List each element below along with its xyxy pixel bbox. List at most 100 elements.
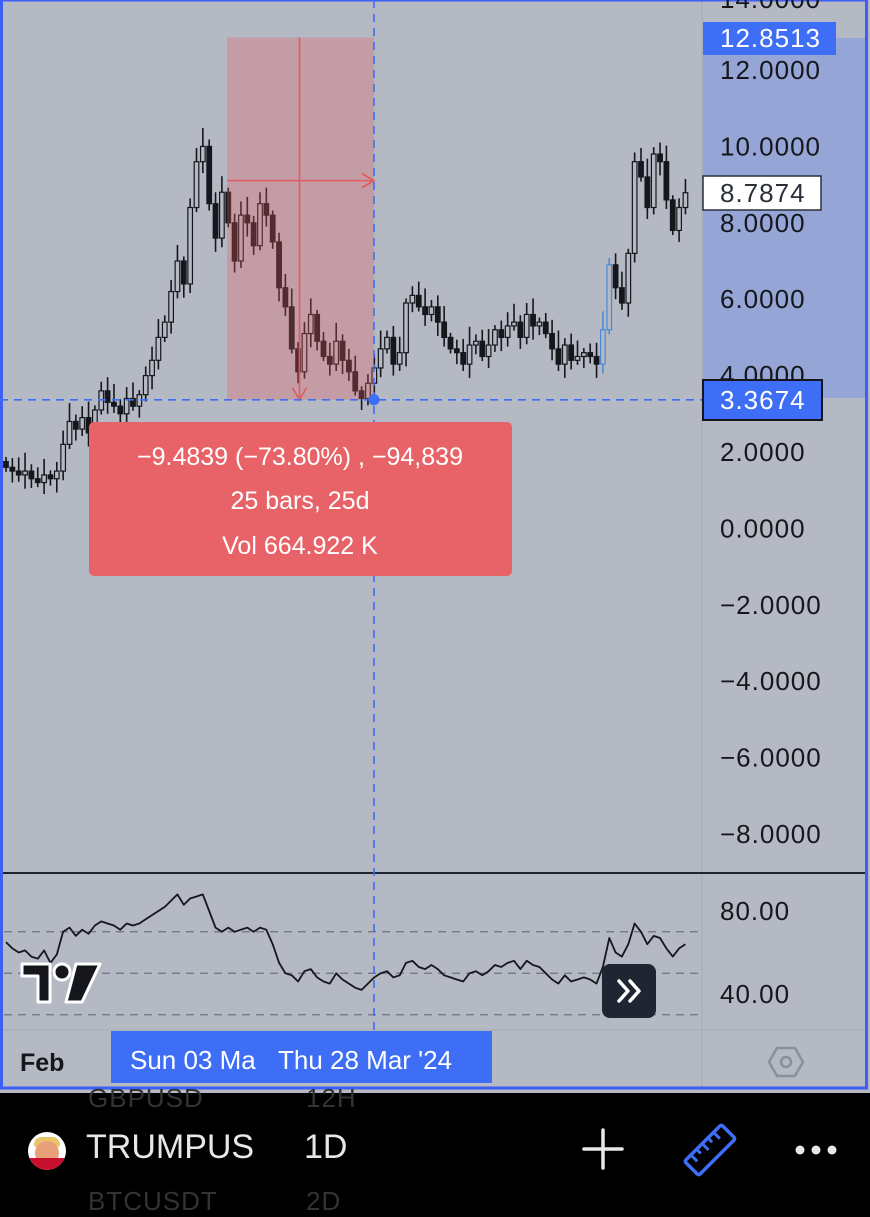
candle-body [638,161,644,178]
candle-body [22,470,28,476]
price-tick-label: −2.0000 [720,590,822,620]
candle-body [574,355,581,361]
time-range-start-label: Sun 03 Ma [130,1045,256,1075]
candle-body [320,340,327,358]
candle-body [485,344,492,358]
measure-change-text: −9.4839 (−73.80%) , −94,839 [137,443,463,471]
candle-body [377,348,384,369]
candle-body [149,359,155,377]
top-price-label: 12.8513 [720,23,821,53]
current-price-label: 8.7874 [720,178,806,208]
price-tick-label: 8.0000 [720,208,806,238]
candle-body [441,321,448,338]
hexagon-settings-icon[interactable] [768,1046,804,1078]
candle-body [231,222,238,262]
candle-body [263,203,270,216]
candle-body [530,313,536,327]
candle-body [606,264,613,331]
candle-body [288,306,295,350]
candle-body [276,241,282,289]
rsi-pane [5,893,686,991]
candle-body [168,290,175,323]
candle-body [326,355,333,365]
candle-body [219,191,225,239]
candle-body [53,470,60,480]
bottom-toolbar [0,1093,870,1200]
price-range-measure[interactable] [227,37,376,402]
candle-body [212,203,219,239]
measure-info-box [89,422,512,576]
candle-body [60,443,67,472]
selection-frame [0,0,868,1090]
candle-body [580,352,587,358]
cursor-price-label: 3.3674 [720,385,806,415]
candle-body [549,332,555,350]
candle-body [428,306,435,316]
candle-body [460,352,467,365]
plus-icon[interactable] [580,1126,626,1172]
candle-body [238,214,244,262]
candle-body [333,340,340,365]
candle-body [644,176,651,209]
candle-body [155,336,162,361]
candle-body [619,287,625,304]
candle-body [657,153,663,163]
candle-body [466,344,473,365]
ruler-icon[interactable] [682,1122,738,1178]
candle-body [79,417,86,430]
candle-body [72,420,79,430]
scroll-to-realtime-button[interactable] [602,964,656,1018]
interval-selector[interactable]: 1D [304,1128,348,1166]
candle-body [542,321,549,335]
price-axis-ticks: 12.0000 10.0000 8.0000 6.0000 2.0000 0.0000 −2… [720,55,822,849]
price-tick-label: −8.0000 [720,819,822,849]
crosshair [0,0,702,1030]
candle-body [682,192,689,209]
candle-body [479,340,486,358]
candle-body [257,203,263,247]
candle-body [593,355,600,365]
crosshair-point [368,394,380,406]
candle-body [365,382,371,400]
rsi-guides [4,931,700,1016]
candle-body [587,352,594,358]
candle-body [650,153,657,209]
candle-body [225,191,232,224]
candle-body [301,332,308,373]
candle-body [307,313,314,335]
current-price-label-box [702,175,822,211]
time-range-label-box [111,1031,492,1083]
symbol-name[interactable]: TRUMPUS [86,1128,255,1166]
ghost-watchlist-symbol-2: BTCUSDT [88,1186,218,1216]
more-dots-icon[interactable] [792,1138,840,1162]
price-tick-label: −6.0000 [720,743,822,773]
partial-top-price-label: 14.0000 [720,0,821,14]
price-tick-label: 0.0000 [720,513,806,543]
candle-body [396,352,403,365]
chart-canvas[interactable]: 12.0000 10.0000 8.0000 6.0000 2.0000 0.0000 −2… [0,0,870,1093]
measure-right-arrow [361,172,376,189]
candle-body [453,348,460,354]
ghost-watchlist-symbol-1: GBPUSD [88,1083,204,1113]
candle-body [314,313,321,342]
ghost-watchlist-interval-1: 12H [306,1083,357,1113]
candle-body [409,294,416,304]
candle-body [28,470,35,480]
candle-body [669,199,676,232]
candle-body [193,161,200,209]
candle-body [568,344,575,361]
candle-body [434,306,441,323]
candle-body [352,371,359,392]
candle-body [180,260,187,285]
tradingview-logo-icon[interactable] [20,958,102,1008]
price-tick-label: −4.0000 [720,666,822,696]
candle-body [34,478,41,484]
candle-body [41,474,47,484]
symbol-avatar-icon[interactable] [28,1132,66,1170]
rsi-tick-label: 80.00 [720,896,790,926]
time-axis-left-label: Feb [20,1049,64,1077]
rsi-axis-ticks: 80.00 40.00 [720,896,790,1009]
candle-body [130,397,136,407]
measure-range-area [227,37,374,400]
time-cursor-label-sep [262,1031,270,1083]
